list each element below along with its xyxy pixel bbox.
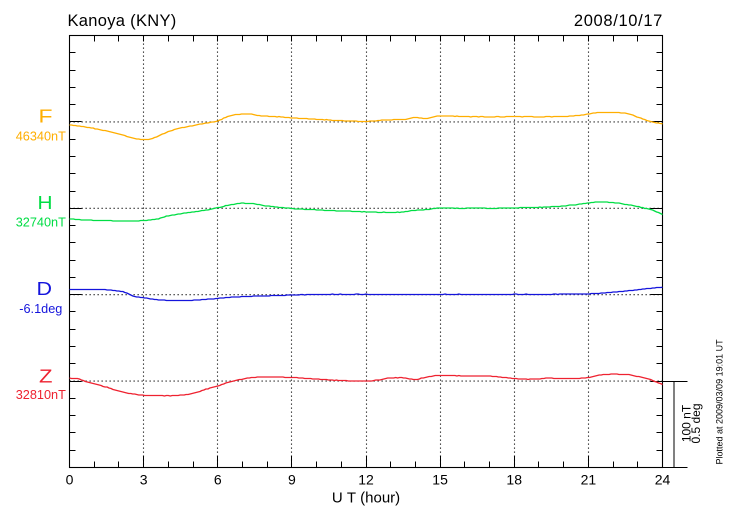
svg-text:0.5 deg: 0.5 deg (689, 403, 703, 443)
svg-text:Plotted at 2009/03/09 19:01 UT: Plotted at 2009/03/09 19:01 UT (715, 339, 725, 465)
svg-text:32740nT: 32740nT (16, 216, 66, 230)
svg-text:100 nT: 100 nT (680, 404, 694, 442)
svg-text:21: 21 (581, 472, 597, 488)
svg-text:3: 3 (140, 472, 148, 488)
svg-text:U T (hour): U T (hour) (332, 490, 400, 507)
svg-text:F: F (39, 106, 53, 126)
svg-text:12: 12 (358, 472, 374, 488)
svg-text:9: 9 (288, 472, 296, 488)
svg-text:6: 6 (214, 472, 222, 488)
svg-text:0: 0 (66, 472, 74, 488)
svg-text:32810nT: 32810nT (16, 388, 66, 402)
svg-text:24: 24 (655, 472, 671, 488)
svg-text:H: H (38, 193, 53, 213)
svg-text:2008/10/17: 2008/10/17 (574, 12, 663, 30)
svg-text:Kanoya (KNY): Kanoya (KNY) (68, 12, 177, 30)
svg-text:46340nT: 46340nT (16, 129, 66, 143)
svg-text:15: 15 (432, 472, 448, 488)
svg-text:-6.1deg: -6.1deg (19, 302, 62, 316)
svg-text:D: D (37, 279, 53, 299)
svg-text:Z: Z (39, 366, 53, 386)
svg-text:18: 18 (506, 472, 522, 488)
